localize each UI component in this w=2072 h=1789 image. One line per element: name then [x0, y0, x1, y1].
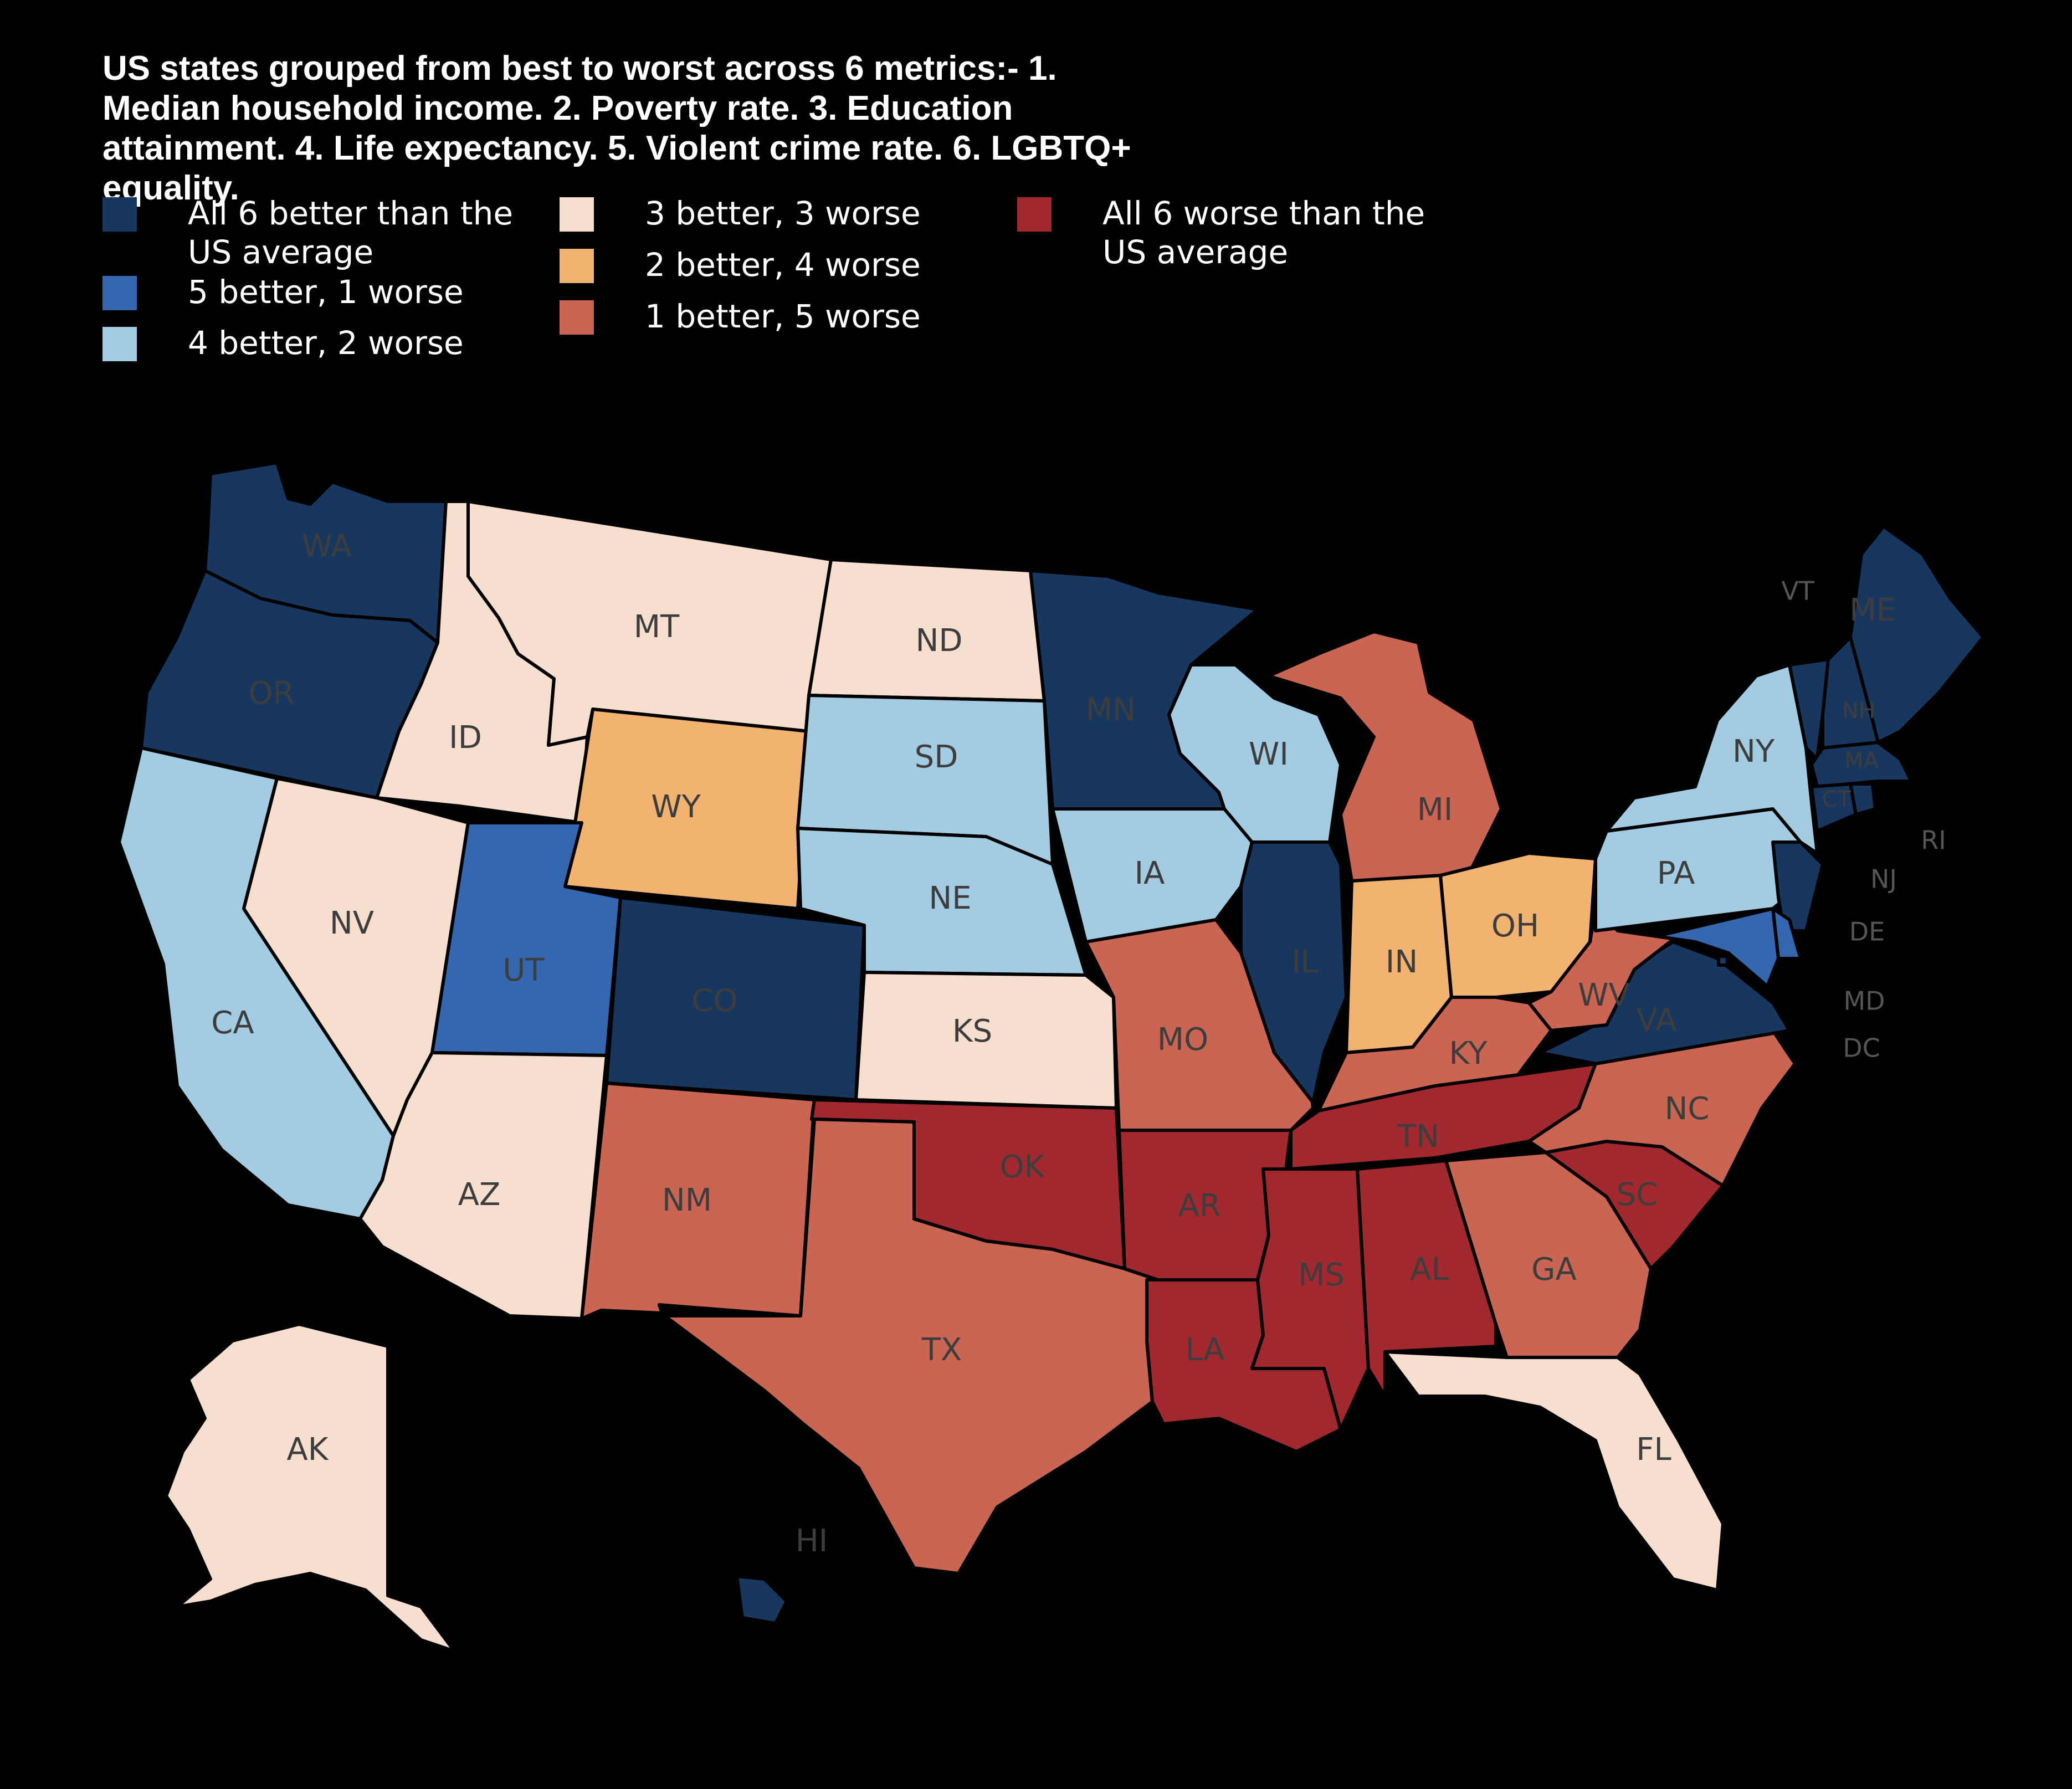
state-mi: [1267, 630, 1503, 883]
legend-label: 3 better, 3 worse: [645, 194, 921, 232]
state-label-mt: MT: [634, 609, 680, 645]
state-md: [1655, 907, 1780, 988]
state-wv: [1527, 907, 1686, 1032]
state-label-nc: NC: [1665, 1091, 1710, 1127]
state-nc: [1527, 1029, 1797, 1187]
legend-swatch: [560, 197, 594, 232]
legend-item-3-better: 3 better, 3 worse: [560, 194, 999, 233]
state-label-ar: AR: [1178, 1188, 1220, 1224]
map-title: US states grouped from best to worst acr…: [102, 49, 1131, 207]
legend-label: 5 better, 1 worse: [188, 273, 464, 311]
legend-item-all-6-better: All 6 better than the US average: [102, 194, 520, 271]
state-label-va: VA: [1636, 1002, 1676, 1038]
state-label-ak: AK: [286, 1432, 329, 1468]
state-label-mi: MI: [1417, 792, 1453, 828]
state-label-tn: TN: [1397, 1119, 1439, 1155]
state-label-hi: HI: [796, 1523, 828, 1559]
state-ri: [1849, 782, 1877, 816]
state-label-in: IN: [1386, 944, 1418, 980]
state-label-wv: WV: [1578, 977, 1630, 1013]
legend-label: 1 better, 5 worse: [645, 298, 921, 335]
state-label-vt: VT: [1781, 576, 1814, 606]
labels-layer: WA OR CA ID NV MT WY UT AZ CO NM ND SD NE KS OK TX MN IA MO…: [211, 529, 1946, 1559]
legend-swatch: [560, 249, 594, 283]
state-label-mn: MN: [1086, 692, 1136, 728]
state-label-id: ID: [449, 720, 482, 756]
state-label-wa: WA: [302, 529, 352, 565]
legend-item-1-better: 1 better, 5 worse: [560, 297, 999, 336]
state-label-il: IL: [1291, 944, 1318, 980]
state-label-md: MD: [1843, 986, 1885, 1016]
state-label-ms: MS: [1298, 1257, 1345, 1293]
legend-swatch: [1017, 197, 1052, 232]
state-vt: [1788, 658, 1830, 761]
state-label-nj: NJ: [1870, 864, 1897, 894]
state-label-ny: NY: [1732, 734, 1775, 770]
legend-item-2-better: 2 better, 4 worse: [560, 245, 999, 284]
state-ak: [165, 1322, 456, 1653]
legend-item-4-better: 4 better, 2 worse: [102, 324, 542, 362]
states-layer: [117, 461, 1985, 1653]
state-fl: [1383, 1350, 1725, 1592]
legend-swatch: [102, 276, 137, 310]
legend-item-all-6-worse: All 6 worse than the US average: [1017, 194, 1435, 271]
state-label-ca: CA: [211, 1005, 254, 1041]
state-dc: [1717, 955, 1729, 967]
state-label-ok: OK: [1000, 1149, 1045, 1185]
state-label-ne: NE: [929, 880, 971, 916]
state-hi: [735, 1575, 788, 1625]
state-label-ut: UT: [502, 952, 545, 988]
state-label-la: LA: [1186, 1332, 1225, 1368]
state-tx: [663, 1118, 1160, 1575]
state-label-wy: WY: [651, 789, 701, 825]
state-label-fl: FL: [1636, 1432, 1671, 1468]
legend-swatch: [560, 300, 594, 335]
state-label-tx: TX: [921, 1332, 962, 1368]
state-label-sc: SC: [1617, 1177, 1658, 1213]
state-label-wi: WI: [1249, 736, 1289, 772]
state-label-al: AL: [1410, 1252, 1449, 1288]
state-label-ky: KY: [1449, 1036, 1488, 1072]
legend-swatch: [102, 197, 137, 232]
state-label-nd: ND: [915, 623, 962, 659]
state-label-or: OR: [249, 675, 295, 711]
state-label-ri: RI: [1921, 826, 1946, 855]
state-label-de: DE: [1849, 917, 1885, 947]
state-label-oh: OH: [1491, 908, 1539, 944]
state-nj: [1771, 840, 1824, 932]
state-label-co: CO: [691, 983, 737, 1019]
legend-label: All 6 better than the US average: [188, 194, 514, 271]
state-label-mo: MO: [1157, 1022, 1208, 1058]
state-label-ga: GA: [1531, 1252, 1577, 1288]
legend-item-5-better: 5 better, 1 worse: [102, 273, 542, 311]
state-label-sd: SD: [915, 739, 958, 775]
state-wi: [1167, 663, 1342, 844]
legend-swatch: [102, 327, 137, 361]
state-label-az: AZ: [458, 1177, 501, 1213]
state-label-pa: PA: [1657, 855, 1695, 891]
state-label-nv: NV: [330, 905, 374, 941]
state-label-ia: IA: [1135, 855, 1165, 891]
legend-label: 2 better, 4 worse: [645, 246, 921, 284]
state-label-ma: MA: [1844, 748, 1879, 773]
state-il: [1239, 840, 1348, 1104]
legend-label: All 6 worse than the US average: [1102, 194, 1425, 271]
state-label-ks: KS: [952, 1013, 992, 1049]
state-me: [1849, 525, 1985, 744]
state-label-nm: NM: [662, 1182, 712, 1218]
state-label-dc: DC: [1843, 1033, 1880, 1063]
state-label-ct: CT: [1822, 787, 1852, 812]
legend-label: 4 better, 2 worse: [188, 324, 464, 362]
state-label-nh: NH: [1842, 698, 1875, 724]
state-label-me: ME: [1849, 592, 1896, 628]
